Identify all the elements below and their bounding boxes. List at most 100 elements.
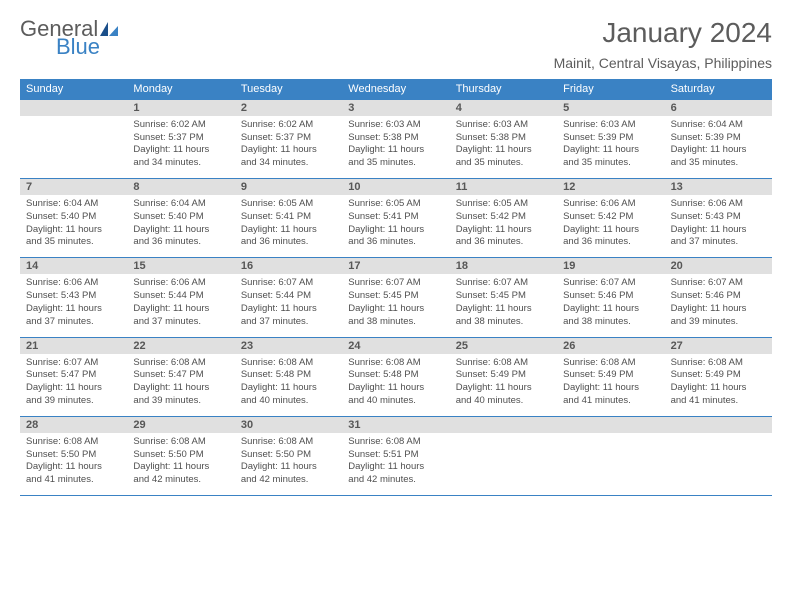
sunrise-text: Sunrise: 6:06 AM [671,198,766,211]
day-number: 2 [235,100,342,116]
day-number: 13 [665,179,772,195]
header: General Blue January 2024 Mainit, Centra… [20,18,772,71]
daylight2-text: and 35 minutes. [26,236,121,249]
day-number: 12 [557,179,664,195]
day-number [665,417,772,433]
sunset-text: Sunset: 5:46 PM [563,290,658,303]
week: 28293031Sunrise: 6:08 AMSunset: 5:50 PMD… [20,416,772,496]
sunset-text: Sunset: 5:50 PM [133,449,228,462]
daylight2-text: and 42 minutes. [241,474,336,487]
daylight2-text: and 41 minutes. [26,474,121,487]
daylight2-text: and 37 minutes. [133,316,228,329]
sunrise-text: Sunrise: 6:08 AM [133,357,228,370]
day-number: 4 [450,100,557,116]
dayname: Thursday [450,79,557,99]
day-cell: Sunrise: 6:08 AMSunset: 5:49 PMDaylight:… [450,354,557,416]
sunrise-text: Sunrise: 6:07 AM [26,357,121,370]
day-number: 30 [235,417,342,433]
daylight1-text: Daylight: 11 hours [348,303,443,316]
dayname: Tuesday [235,79,342,99]
day-number: 11 [450,179,557,195]
day-number: 6 [665,100,772,116]
day-cell [557,433,664,495]
daylight1-text: Daylight: 11 hours [26,461,121,474]
day-cell: Sunrise: 6:04 AMSunset: 5:40 PMDaylight:… [20,195,127,257]
dayname: Friday [557,79,664,99]
week: 78910111213Sunrise: 6:04 AMSunset: 5:40 … [20,178,772,257]
sunrise-text: Sunrise: 6:06 AM [26,277,121,290]
dayname: Wednesday [342,79,449,99]
sunrise-text: Sunrise: 6:05 AM [241,198,336,211]
sunset-text: Sunset: 5:50 PM [241,449,336,462]
day-cell: Sunrise: 6:08 AMSunset: 5:49 PMDaylight:… [557,354,664,416]
day-number: 24 [342,338,449,354]
logo: General Blue [20,18,118,62]
sunrise-text: Sunrise: 6:04 AM [133,198,228,211]
day-cell: Sunrise: 6:06 AMSunset: 5:43 PMDaylight:… [20,274,127,336]
daylight1-text: Daylight: 11 hours [241,224,336,237]
sunrise-text: Sunrise: 6:08 AM [563,357,658,370]
sunset-text: Sunset: 5:37 PM [241,132,336,145]
daylight1-text: Daylight: 11 hours [133,382,228,395]
daylight1-text: Daylight: 11 hours [563,382,658,395]
daylight1-text: Daylight: 11 hours [456,382,551,395]
day-cell: Sunrise: 6:07 AMSunset: 5:45 PMDaylight:… [342,274,449,336]
daylight1-text: Daylight: 11 hours [133,461,228,474]
daylight2-text: and 36 minutes. [241,236,336,249]
day-number: 9 [235,179,342,195]
sunrise-text: Sunrise: 6:08 AM [26,436,121,449]
sunset-text: Sunset: 5:37 PM [133,132,228,145]
daylight1-text: Daylight: 11 hours [241,144,336,157]
sunrise-text: Sunrise: 6:06 AM [563,198,658,211]
day-number: 31 [342,417,449,433]
daylight2-text: and 39 minutes. [671,316,766,329]
page-title: January 2024 [554,18,772,49]
weeks-container: 123456Sunrise: 6:02 AMSunset: 5:37 PMDay… [20,99,772,496]
daylight1-text: Daylight: 11 hours [26,303,121,316]
sunrise-text: Sunrise: 6:02 AM [133,119,228,132]
day-cell: Sunrise: 6:03 AMSunset: 5:38 PMDaylight:… [450,116,557,178]
sunset-text: Sunset: 5:47 PM [133,369,228,382]
day-number: 16 [235,258,342,274]
daylight2-text: and 35 minutes. [456,157,551,170]
sunrise-text: Sunrise: 6:04 AM [671,119,766,132]
daylight2-text: and 38 minutes. [456,316,551,329]
daylight2-text: and 41 minutes. [563,395,658,408]
daylight1-text: Daylight: 11 hours [671,224,766,237]
day-cell: Sunrise: 6:08 AMSunset: 5:48 PMDaylight:… [342,354,449,416]
dayname: Monday [127,79,234,99]
day-cell: Sunrise: 6:03 AMSunset: 5:38 PMDaylight:… [342,116,449,178]
day-number: 14 [20,258,127,274]
day-cell: Sunrise: 6:07 AMSunset: 5:44 PMDaylight:… [235,274,342,336]
day-number: 7 [20,179,127,195]
daylight1-text: Daylight: 11 hours [348,382,443,395]
daylight1-text: Daylight: 11 hours [26,224,121,237]
sunrise-text: Sunrise: 6:03 AM [348,119,443,132]
day-cell: Sunrise: 6:06 AMSunset: 5:44 PMDaylight:… [127,274,234,336]
sunset-text: Sunset: 5:51 PM [348,449,443,462]
daylight2-text: and 40 minutes. [348,395,443,408]
daylight1-text: Daylight: 11 hours [563,144,658,157]
daylight1-text: Daylight: 11 hours [348,224,443,237]
day-cell [665,433,772,495]
sunset-text: Sunset: 5:45 PM [348,290,443,303]
sunset-text: Sunset: 5:38 PM [456,132,551,145]
logo-word2: Blue [56,34,100,59]
daylight2-text: and 37 minutes. [671,236,766,249]
sunset-text: Sunset: 5:41 PM [241,211,336,224]
daylight2-text: and 35 minutes. [671,157,766,170]
sunrise-text: Sunrise: 6:08 AM [671,357,766,370]
daylight2-text: and 35 minutes. [348,157,443,170]
sunrise-text: Sunrise: 6:06 AM [133,277,228,290]
day-cell: Sunrise: 6:02 AMSunset: 5:37 PMDaylight:… [127,116,234,178]
day-cell: Sunrise: 6:02 AMSunset: 5:37 PMDaylight:… [235,116,342,178]
sunrise-text: Sunrise: 6:07 AM [348,277,443,290]
day-number: 25 [450,338,557,354]
daylight1-text: Daylight: 11 hours [26,382,121,395]
sunrise-text: Sunrise: 6:07 AM [671,277,766,290]
sail-icon [100,18,118,40]
sunset-text: Sunset: 5:48 PM [348,369,443,382]
daylight1-text: Daylight: 11 hours [563,303,658,316]
daylight1-text: Daylight: 11 hours [133,144,228,157]
sunset-text: Sunset: 5:43 PM [26,290,121,303]
